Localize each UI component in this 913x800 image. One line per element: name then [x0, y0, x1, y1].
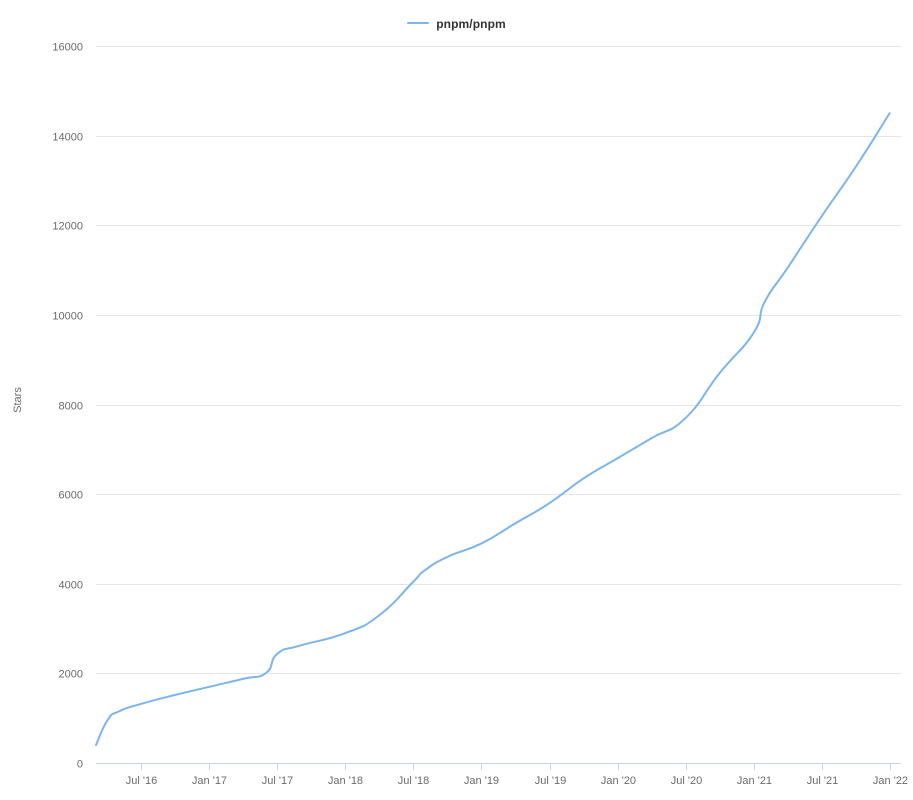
line-swatch-icon — [407, 22, 430, 24]
legend-item-label: pnpm/pnpm — [436, 17, 506, 31]
x-axis-tick-label: Jul '18 — [398, 775, 429, 787]
x-axis-tick-label: Jul '16 — [126, 775, 157, 787]
x-axis-tick-label: Jan '17 — [192, 775, 227, 787]
y-axis-title: Stars — [12, 387, 24, 413]
x-axis-tick-label: Jan '22 — [873, 775, 908, 787]
y-axis-ticks-group: 0 2000 4000 6000 8000 10000 12000 14000 16000 — [52, 42, 83, 771]
y-axis-tick-label: 2000 — [59, 669, 83, 681]
y-axis-tick-label: 14000 — [52, 132, 83, 144]
x-axis-ticks-group: Jul '16 Jan '17 Jul '17 Jan '18 Jul '18 Jan '… — [126, 763, 908, 787]
series-line-pnpm-pnpm[interactable] — [95, 112, 891, 747]
y-axis-tick-label: 16000 — [52, 42, 83, 54]
y-axis-tick-label: 4000 — [59, 580, 83, 592]
gridlines-group — [96, 46, 901, 674]
x-axis-tick-label: Jan '21 — [737, 775, 772, 787]
x-axis-tick-label: Jul '19 — [535, 775, 566, 787]
y-axis-tick-label: 10000 — [52, 311, 83, 323]
x-axis-tick-label: Jul '20 — [671, 775, 702, 787]
series-group — [95, 112, 891, 747]
x-axis-tick-label: Jan '18 — [328, 775, 363, 787]
y-axis-tick-label: 6000 — [59, 490, 83, 502]
x-axis-tick-label: Jan '19 — [464, 775, 499, 787]
x-axis-tick-label: Jul '21 — [807, 775, 838, 787]
x-axis-tick-label: Jan '20 — [601, 775, 636, 787]
x-axis-tick-label: Jul '17 — [262, 775, 293, 787]
chart-legend: pnpm/pnpm — [0, 14, 913, 34]
y-axis-tick-label: 0 — [77, 759, 83, 771]
y-axis-tick-label: 12000 — [52, 221, 83, 233]
y-axis-tick-label: 8000 — [59, 401, 83, 413]
legend-item-pnpm[interactable]: pnpm/pnpm — [407, 14, 506, 34]
